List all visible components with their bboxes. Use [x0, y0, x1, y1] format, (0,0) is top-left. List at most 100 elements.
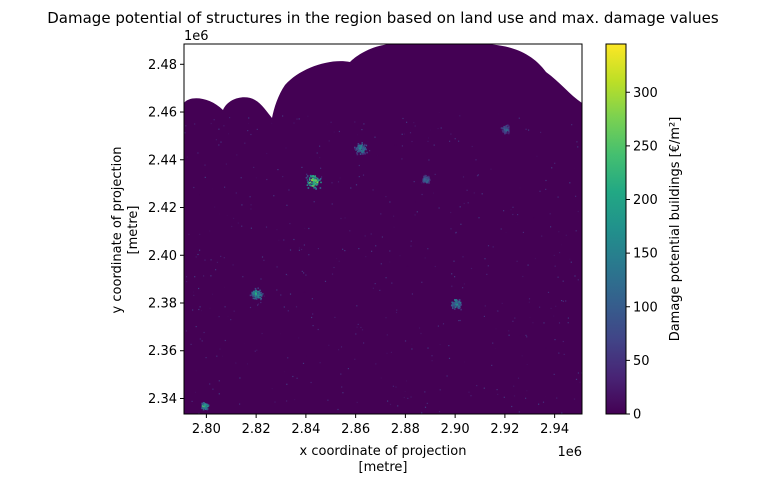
raster-cell — [455, 301, 458, 304]
raster-cell — [340, 373, 342, 375]
raster-cell — [538, 403, 540, 405]
raster-cell — [518, 117, 520, 119]
raster-cell — [560, 280, 562, 282]
raster-cell — [285, 147, 287, 149]
raster-cell — [257, 293, 260, 295]
raster-cell — [359, 146, 362, 148]
raster-cell — [481, 193, 483, 195]
y-axis-label-line1: y coordinate of projection — [110, 147, 125, 314]
raster-cell — [497, 113, 499, 115]
raster-cell — [361, 152, 364, 155]
raster-cell — [458, 320, 460, 322]
raster-cell — [334, 316, 336, 318]
raster-cell — [550, 307, 552, 309]
raster-cell — [420, 332, 422, 335]
raster-cell — [312, 175, 314, 177]
raster-cell — [354, 358, 356, 360]
raster-cell — [239, 377, 241, 379]
raster-cell — [427, 178, 429, 181]
raster-cell — [310, 176, 313, 178]
raster-cell — [236, 154, 238, 156]
raster-cell — [512, 206, 514, 208]
colorbar-tick-label: 150 — [633, 247, 658, 262]
raster-cell — [501, 302, 503, 304]
raster-cell — [354, 121, 356, 123]
raster-cell — [518, 411, 520, 413]
raster-cell — [418, 327, 421, 329]
raster-cell — [459, 319, 461, 322]
raster-cell — [450, 133, 452, 135]
raster-cell — [307, 187, 310, 189]
raster-cell — [374, 283, 376, 285]
raster-cell — [411, 343, 413, 345]
raster-cell — [460, 223, 462, 225]
raster-cell — [185, 125, 187, 127]
raster-cell — [312, 313, 314, 315]
raster-cell — [452, 307, 454, 309]
raster-cell — [312, 185, 315, 187]
raster-cell — [423, 180, 426, 182]
raster-cell — [391, 282, 393, 284]
raster-cell — [223, 125, 225, 127]
raster-cell — [389, 403, 392, 405]
raster-cell — [477, 174, 479, 176]
x-tick-label: 2.94 — [540, 422, 569, 437]
raster-cell — [253, 166, 255, 168]
colorbar-tick-label: 250 — [633, 139, 658, 154]
raster-cell — [302, 362, 305, 364]
raster-cell — [511, 405, 513, 408]
raster-cell — [286, 383, 288, 385]
raster-cell — [256, 128, 258, 130]
colorbar — [605, 43, 627, 415]
raster-cell — [393, 215, 395, 217]
raster-cell — [504, 127, 507, 129]
raster-cell — [283, 306, 285, 308]
raster-cell — [507, 127, 510, 129]
raster-cell — [283, 239, 285, 241]
raster-cell — [342, 248, 344, 250]
raster-cell — [312, 177, 314, 180]
raster-cell — [427, 137, 430, 139]
raster-cell — [448, 345, 450, 347]
raster-cell — [487, 265, 489, 267]
raster-cell — [362, 174, 365, 176]
raster-cell — [260, 278, 262, 280]
raster-cell — [331, 203, 333, 205]
x-tick-label: 2.84 — [291, 422, 320, 437]
raster-cell — [314, 177, 316, 180]
raster-cell — [502, 129, 505, 131]
y-tick-label: 2.42 — [148, 201, 177, 216]
raster-cell — [355, 333, 357, 335]
raster-cell — [266, 178, 268, 181]
raster-cell — [328, 344, 330, 346]
raster-cell — [421, 281, 423, 283]
raster-cell — [507, 127, 510, 130]
y-tick-label: 2.34 — [148, 392, 177, 407]
raster-cell — [431, 355, 433, 357]
raster-cell — [311, 185, 314, 187]
raster-cell — [448, 357, 451, 359]
raster-cell — [250, 227, 252, 229]
raster-cell — [453, 302, 456, 304]
raster-cell — [337, 181, 340, 183]
raster-cell — [457, 301, 459, 303]
raster-cell — [514, 317, 516, 319]
raster-cell — [411, 140, 413, 143]
raster-cell — [458, 307, 460, 310]
raster-cell — [331, 273, 334, 275]
raster-cell — [569, 258, 571, 260]
raster-cell — [251, 292, 254, 295]
raster-cell — [577, 372, 579, 374]
raster-cell — [503, 130, 505, 133]
raster-cell — [260, 297, 262, 300]
raster-cell — [255, 298, 258, 300]
raster-cell — [432, 192, 435, 194]
raster-cell — [427, 179, 429, 182]
raster-cell — [312, 180, 315, 183]
raster-cell — [347, 368, 349, 370]
raster-cell — [561, 412, 563, 414]
raster-cell — [311, 316, 313, 319]
raster-cell — [389, 261, 391, 263]
raster-cell — [471, 145, 473, 148]
